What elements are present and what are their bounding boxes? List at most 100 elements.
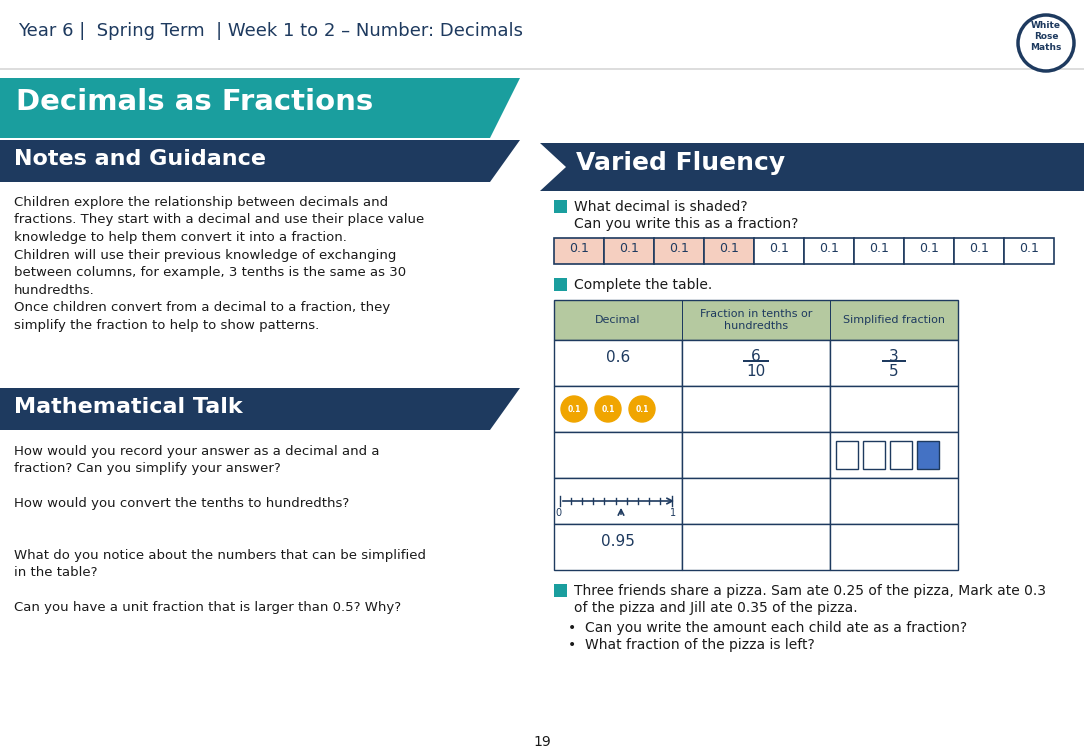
Bar xyxy=(654,238,704,264)
Bar xyxy=(554,386,682,432)
Text: How would you record your answer as a decimal and a: How would you record your answer as a de… xyxy=(14,445,379,458)
Bar xyxy=(554,432,682,478)
Bar xyxy=(554,340,682,386)
Bar xyxy=(682,524,830,570)
Text: 1: 1 xyxy=(670,508,676,518)
Bar xyxy=(954,238,1004,264)
Text: Three friends share a pizza. Sam ate 0.25 of the pizza, Mark ate 0.3: Three friends share a pizza. Sam ate 0.2… xyxy=(575,584,1046,598)
Circle shape xyxy=(1018,15,1074,71)
Text: 0.1: 0.1 xyxy=(669,242,689,255)
Text: 0.1: 0.1 xyxy=(820,242,839,255)
Bar xyxy=(830,386,958,432)
Text: hundredths: hundredths xyxy=(724,321,788,331)
Text: 0.1: 0.1 xyxy=(635,404,648,413)
Text: knowledge to help them convert it into a fraction.: knowledge to help them convert it into a… xyxy=(14,231,347,244)
Bar xyxy=(0,68,1084,70)
Text: 6: 6 xyxy=(751,349,761,364)
Bar xyxy=(854,238,904,264)
Bar xyxy=(0,388,450,430)
Bar xyxy=(863,441,885,469)
Text: Maths: Maths xyxy=(1030,43,1061,52)
Text: 10: 10 xyxy=(747,364,765,379)
Text: 0.1: 0.1 xyxy=(869,242,889,255)
Text: 0.1: 0.1 xyxy=(1019,242,1038,255)
Bar xyxy=(682,478,830,524)
Text: Simplified fraction: Simplified fraction xyxy=(843,315,945,325)
Bar xyxy=(0,140,450,182)
Text: Fraction in tenths or: Fraction in tenths or xyxy=(700,309,812,319)
Text: 0.1: 0.1 xyxy=(919,242,939,255)
Polygon shape xyxy=(450,388,520,430)
Bar xyxy=(882,360,906,362)
Bar xyxy=(682,340,830,386)
Bar xyxy=(0,78,440,138)
Text: Decimals as Fractions: Decimals as Fractions xyxy=(16,88,373,116)
Bar xyxy=(830,524,958,570)
Text: Decimal: Decimal xyxy=(595,315,641,325)
Text: 0.1: 0.1 xyxy=(619,242,638,255)
Text: 0.1: 0.1 xyxy=(567,404,581,413)
Text: What decimal is shaded?: What decimal is shaded? xyxy=(575,200,748,214)
Text: simplify the fraction to help to show patterns.: simplify the fraction to help to show pa… xyxy=(14,319,320,332)
Text: 0.1: 0.1 xyxy=(602,404,615,413)
Text: Mathematical Talk: Mathematical Talk xyxy=(14,397,243,417)
Text: How would you convert the tenths to hundredths?: How would you convert the tenths to hund… xyxy=(14,497,349,510)
Text: 0.6: 0.6 xyxy=(606,350,630,364)
Text: Children explore the relationship between decimals and: Children explore the relationship betwee… xyxy=(14,196,388,209)
Bar xyxy=(754,238,804,264)
Bar xyxy=(554,278,567,291)
Text: in the table?: in the table? xyxy=(14,566,98,579)
Circle shape xyxy=(595,396,621,422)
Bar xyxy=(554,478,682,524)
Bar xyxy=(836,441,859,469)
Circle shape xyxy=(562,396,588,422)
Polygon shape xyxy=(440,78,520,138)
Bar xyxy=(804,238,854,264)
Polygon shape xyxy=(540,143,566,191)
Bar xyxy=(830,432,958,478)
Bar xyxy=(554,200,567,213)
Text: Children will use their previous knowledge of exchanging: Children will use their previous knowled… xyxy=(14,248,397,262)
Bar xyxy=(554,524,682,570)
Bar xyxy=(682,432,830,478)
Bar xyxy=(554,300,958,340)
Bar xyxy=(917,441,939,469)
Bar xyxy=(743,360,769,362)
Bar xyxy=(604,238,654,264)
Text: What do you notice about the numbers that can be simplified: What do you notice about the numbers tha… xyxy=(14,549,426,562)
Text: fraction? Can you simplify your answer?: fraction? Can you simplify your answer? xyxy=(14,462,281,475)
Bar xyxy=(904,238,954,264)
Polygon shape xyxy=(450,140,520,182)
Text: 0.1: 0.1 xyxy=(969,242,989,255)
Text: 5: 5 xyxy=(889,364,899,379)
Bar xyxy=(830,340,958,386)
Text: Once children convert from a decimal to a fraction, they: Once children convert from a decimal to … xyxy=(14,301,390,314)
Bar xyxy=(540,143,1084,191)
Text: 3: 3 xyxy=(889,349,899,364)
Text: 19: 19 xyxy=(533,735,551,749)
Text: •  Can you write the amount each child ate as a fraction?: • Can you write the amount each child at… xyxy=(568,621,967,635)
Text: 0.1: 0.1 xyxy=(769,242,789,255)
Bar xyxy=(890,441,912,469)
Text: hundredths.: hundredths. xyxy=(14,284,94,296)
Circle shape xyxy=(629,396,655,422)
Bar xyxy=(554,584,567,597)
Text: 0: 0 xyxy=(555,508,562,518)
Text: Varied Fluency: Varied Fluency xyxy=(576,151,785,175)
Text: 0.1: 0.1 xyxy=(569,242,589,255)
Bar xyxy=(1004,238,1054,264)
Text: •  What fraction of the pizza is left?: • What fraction of the pizza is left? xyxy=(568,638,815,652)
Bar xyxy=(830,478,958,524)
Text: Complete the table.: Complete the table. xyxy=(575,278,712,292)
Text: White: White xyxy=(1031,21,1061,30)
Text: Year 6 |  Spring Term  | Week 1 to 2 – Number: Decimals: Year 6 | Spring Term | Week 1 to 2 – Num… xyxy=(18,22,522,40)
Bar xyxy=(682,386,830,432)
Bar xyxy=(704,238,754,264)
Text: Rose: Rose xyxy=(1034,32,1058,41)
Bar xyxy=(554,238,604,264)
Text: Can you have a unit fraction that is larger than 0.5? Why?: Can you have a unit fraction that is lar… xyxy=(14,601,401,614)
Text: between columns, for example, 3 tenths is the same as 30: between columns, for example, 3 tenths i… xyxy=(14,266,406,279)
Text: of the pizza and Jill ate 0.35 of the pizza.: of the pizza and Jill ate 0.35 of the pi… xyxy=(575,601,857,615)
Text: Can you write this as a fraction?: Can you write this as a fraction? xyxy=(575,217,799,231)
Text: 0.95: 0.95 xyxy=(601,533,635,548)
